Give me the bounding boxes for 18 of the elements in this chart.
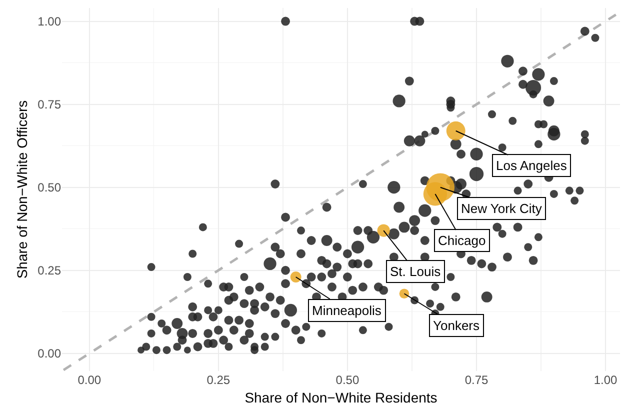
annotation: Minneapolis <box>312 303 382 318</box>
y-tick-label: 0.00 <box>38 346 62 361</box>
annotation: New York City <box>461 201 542 216</box>
annotation: Los Angeles <box>496 158 568 173</box>
annotation: St. Louis <box>390 264 442 279</box>
x-axis-title: Share of Non−White Residents <box>244 389 438 406</box>
annotation: Yonkers <box>433 318 480 333</box>
x-tick-label: 0.75 <box>464 373 488 387</box>
annotation: Chicago <box>438 233 486 248</box>
x-tick-label: 0.25 <box>206 373 230 387</box>
y-axis-title: Share of Non−White Officers <box>14 100 30 279</box>
x-tick-label: 0.00 <box>78 373 102 387</box>
y-tick-label: 0.50 <box>38 180 62 195</box>
y-tick-label: 0.25 <box>38 264 62 278</box>
y-tick-label: 0.75 <box>38 98 62 112</box>
x-tick-label: 1.00 <box>594 373 618 387</box>
y-tick-label: 1.00 <box>38 14 62 28</box>
x-tick-label: 0.50 <box>336 373 360 387</box>
